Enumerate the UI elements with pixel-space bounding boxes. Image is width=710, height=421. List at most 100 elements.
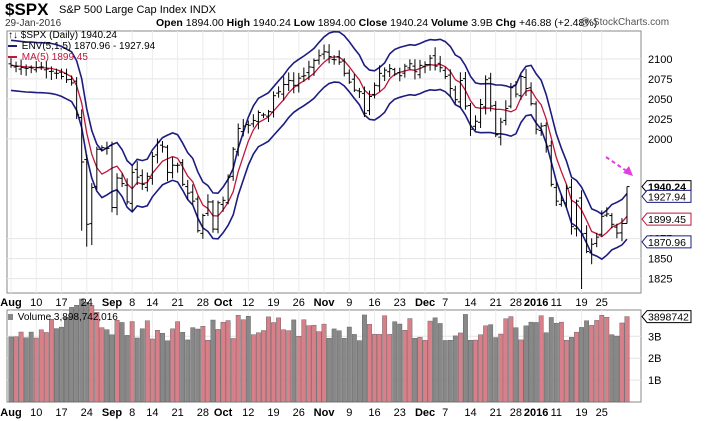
- ohlc-bar: [417, 59, 423, 79]
- x-tick-label: 8: [129, 407, 135, 419]
- volume-bar: [291, 319, 297, 403]
- volume-bar: [109, 334, 115, 403]
- open-value: 1894.00: [185, 17, 224, 29]
- volume-bar: [316, 331, 322, 403]
- ohlc-bar: [144, 172, 150, 192]
- volume-bar: [195, 328, 201, 403]
- ohlc-bar: [165, 144, 171, 182]
- ohlc-bar: [306, 60, 312, 81]
- ohlc-bar: [271, 91, 277, 118]
- volume-bar: [271, 322, 276, 403]
- ohlc-bar: [109, 141, 115, 213]
- volume-bar: [33, 337, 39, 403]
- ohlc-bar: [286, 72, 292, 91]
- x-tick-label: Oct: [214, 407, 233, 419]
- ohlc-bar: [498, 117, 504, 146]
- ohlc-bar: [331, 55, 337, 65]
- volume-bar: [437, 323, 443, 403]
- env-swatch: [8, 45, 17, 48]
- ohlc-bar: [447, 69, 453, 98]
- ohlc-bar: [301, 67, 307, 82]
- volume-value: 3.9B: [471, 17, 493, 29]
- x-tick-label: 2016: [524, 407, 548, 419]
- ohlc-bar: [18, 59, 24, 75]
- volume-bar: [215, 329, 221, 403]
- ohlc-bar: [245, 120, 251, 134]
- ohlc-bar: [64, 68, 70, 83]
- volume-bar: [74, 305, 80, 403]
- volume-bar: [609, 334, 615, 403]
- legend-volume-label: Volume 3,898,742,016: [17, 312, 118, 323]
- x-tick-label: 14: [146, 297, 158, 309]
- ohlc-bar: [392, 67, 398, 77]
- x-tick-label: 9: [346, 297, 352, 309]
- volume-bar: [175, 321, 181, 403]
- ohlc-bar: [154, 138, 160, 164]
- x-tick-label: 14: [464, 297, 476, 309]
- volume-bar: [79, 298, 85, 403]
- volume-bar: [38, 329, 44, 403]
- volume-bar: [558, 321, 564, 403]
- ohlc-bar: [473, 115, 479, 131]
- volume-bar: [336, 330, 342, 403]
- volume-bar: [240, 319, 246, 403]
- volume-bar: [569, 337, 574, 403]
- volume-bar: [584, 320, 590, 403]
- volume-tick-label: 2B: [648, 353, 661, 365]
- volume-bar: [296, 335, 302, 403]
- ohlc-bar: [260, 112, 266, 119]
- chg-label: Chg: [495, 17, 517, 29]
- volume-bar: [104, 329, 110, 403]
- volume-bar: [548, 317, 554, 403]
- x-tick-label: 21: [171, 297, 183, 309]
- volume-bar: [8, 336, 14, 403]
- ohlc-bar: [296, 72, 302, 93]
- ohlc-bar: [316, 49, 322, 65]
- volume-bar: [230, 338, 236, 403]
- volume-bar: [513, 327, 519, 403]
- x-tick-label: Aug: [0, 407, 21, 419]
- ohlc-bar: [235, 123, 241, 157]
- x-tick-label: 26: [293, 297, 305, 309]
- volume-bar: [281, 329, 287, 403]
- volume-bar: [200, 326, 206, 403]
- volume-bar: [48, 318, 54, 403]
- ohlc-bar: [89, 183, 95, 246]
- ohlc-bar: [13, 61, 19, 73]
- volume-bar: [442, 340, 448, 403]
- ohlc-bar: [356, 87, 362, 99]
- ohlc-bar: [215, 200, 221, 234]
- envelope-lower: [10, 81, 628, 261]
- volume-bar: [538, 315, 544, 403]
- ohlc-bar: [58, 68, 64, 80]
- price-tick-label: 2025: [648, 114, 672, 126]
- volume-bar: [483, 325, 489, 403]
- ohlc-bar: [528, 82, 534, 106]
- volume-bar: [518, 339, 524, 403]
- volume-bar: [276, 317, 282, 403]
- volume-bar: [533, 322, 539, 403]
- volume-bar: [377, 334, 382, 403]
- volume-bar: [149, 338, 155, 403]
- ohlc-bar: [614, 223, 620, 239]
- x-tick-label: 19: [267, 297, 279, 309]
- ohlc-bar: [220, 196, 226, 212]
- volume-bar: [614, 335, 620, 403]
- volume-bar: [190, 327, 196, 403]
- x-tick-label: 10: [30, 297, 42, 309]
- ohlc-bar: [225, 174, 231, 205]
- volume-bar: [54, 328, 59, 403]
- volume-bar: [18, 331, 24, 403]
- ohlc-bar: [291, 72, 297, 94]
- volume-bar: [528, 321, 534, 403]
- volume-bar: [89, 305, 95, 403]
- volume-bar: [245, 316, 251, 403]
- ohlc-bars: [8, 44, 630, 290]
- ohlc-bar: [361, 86, 367, 118]
- ohlc-bar: [134, 161, 140, 185]
- volume-bar: [124, 335, 130, 403]
- volume-bar: [412, 337, 418, 403]
- ohlc-bar: [574, 199, 580, 237]
- volume-bar: [59, 326, 64, 403]
